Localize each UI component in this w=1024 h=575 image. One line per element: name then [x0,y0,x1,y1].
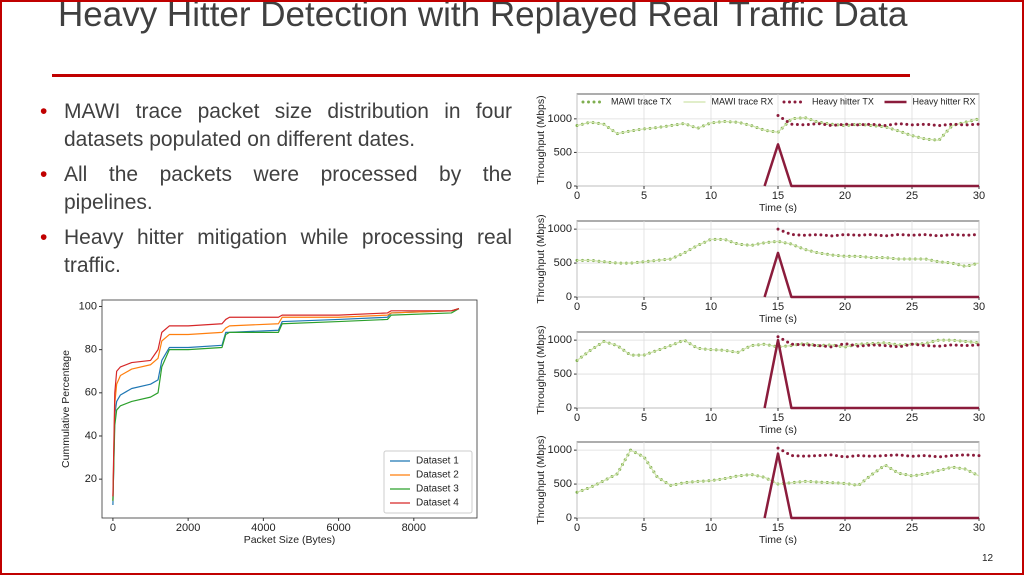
x-tick-label: 5 [641,301,647,313]
x-tick-label: 25 [906,412,918,424]
title-rule [52,74,910,77]
x-axis-label: Time (s) [759,534,797,546]
x-tick-label: 15 [772,412,784,424]
legend-label: Heavy hitter TX [812,96,874,106]
x-tick-label: 0 [110,522,116,534]
series-line [776,227,981,238]
chart: 0 500 1000 0 5 10 15 20 25 30 Time (s) Throughput (… [535,325,985,435]
x-tick-label: 20 [839,190,851,202]
y-axis-label: Throughput (Mbps) [535,325,547,414]
chart: 0 500 1000 0 5 10 15 20 25 30 Time (s) Throughput (… [535,214,985,324]
bullet: All the packets were processed by the pi… [40,161,512,217]
x-tick-label: 30 [973,412,985,424]
legend-box [383,450,473,514]
legend-label: MAWI trace TX [611,96,672,106]
x-tick-label: 30 [973,190,985,202]
x-tick-label: 15 [772,190,784,202]
series-line [576,449,980,493]
y-axis-label: Throughput (Mbps) [535,214,547,303]
plot-area [101,299,478,519]
x-tick-label: 15 [772,301,784,313]
y-tick-label: 500 [554,368,572,380]
slide-title: Heavy Hitter Detection with Replayed Rea… [58,0,908,34]
x-tick-label: 8000 [402,522,426,534]
y-tick-label: 1000 [548,223,572,235]
x-tick-label: 30 [973,522,985,534]
x-tick-label: 20 [839,301,851,313]
series-line [112,308,460,506]
y-tick-label: 0 [566,291,572,303]
x-tick-label: 6000 [326,522,350,534]
series-line [763,338,979,410]
x-tick-label: 25 [906,522,918,534]
series-line [776,446,981,459]
x-tick-label: 10 [705,522,717,534]
legend-label: MAWI trace RX [712,96,774,106]
series-line [776,113,981,128]
y-tick-label: 1000 [548,113,572,125]
x-tick-label: 5 [641,522,647,534]
x-tick-label: 10 [705,301,717,313]
legend-label: Dataset 1 [416,456,459,467]
y-tick-label: 0 [566,180,572,192]
x-tick-label: 20 [839,412,851,424]
y-axis-label: Cummulative Percentage [60,350,72,468]
x-axis-label: Packet Size (Bytes) [244,534,336,546]
bullet: MAWI trace packet size distribution in f… [40,98,512,154]
x-tick-label: 0 [574,301,580,313]
x-tick-label: 20 [839,522,851,534]
x-tick-label: 2000 [176,522,200,534]
legend-label: Dataset 2 [416,470,459,481]
x-tick-label: 0 [574,522,580,534]
legend-label: Dataset 4 [416,498,459,509]
x-tick-label: 0 [574,190,580,202]
y-tick-label: 500 [554,478,572,490]
x-axis-label: Time (s) [759,202,797,214]
series-line [112,308,460,501]
bullet: Heavy hitter mitigation while processing… [40,224,512,280]
y-tick-label: 1000 [548,444,572,456]
x-tick-label: 25 [906,301,918,313]
y-tick-label: 100 [79,300,97,312]
y-tick-label: 0 [566,402,572,414]
y-tick-label: 40 [85,430,97,442]
x-tick-label: 15 [772,522,784,534]
chart: 20 40 60 80 100 0 2000 4000 6000 8000 Packet Size … [60,299,478,546]
y-tick-label: 1000 [548,334,572,346]
series-line [763,452,979,520]
y-tick-label: 500 [554,146,572,158]
series-line [776,335,981,349]
x-tick-label: 4000 [251,522,275,534]
x-tick-label: 25 [906,190,918,202]
y-tick-label: 80 [85,344,97,356]
chart: 0 500 1000 0 5 10 15 20 25 30 Time (s) Throughput (… [535,435,985,545]
y-axis-label: Throughput (Mbps) [535,435,547,524]
series-line [763,143,979,188]
legend-label: Dataset 3 [416,484,459,495]
bullet-list: MAWI trace packet size distribution in f… [40,98,512,287]
y-tick-label: 500 [554,257,572,269]
y-tick-label: 0 [566,512,572,524]
x-tick-label: 30 [973,301,985,313]
series-line [112,308,460,501]
chart: 0 500 1000 0 5 10 15 20 25 30 Time (s) Throughput (… [535,93,985,214]
page-number: 12 [982,553,994,564]
y-tick-label: 20 [85,473,97,485]
x-tick-label: 5 [641,412,647,424]
x-tick-label: 10 [705,190,717,202]
series-line [763,251,979,299]
x-tick-label: 5 [641,190,647,202]
series-line [112,308,460,497]
legend-label: Heavy hitter RX [913,96,976,106]
series-line [576,116,980,141]
x-tick-label: 10 [705,412,717,424]
series-line [577,238,980,268]
x-tick-label: 0 [574,412,580,424]
x-axis-label: Time (s) [759,313,797,325]
y-tick-label: 60 [85,387,97,399]
y-axis-label: Throughput (Mbps) [535,95,547,184]
x-axis-label: Time (s) [759,424,797,436]
